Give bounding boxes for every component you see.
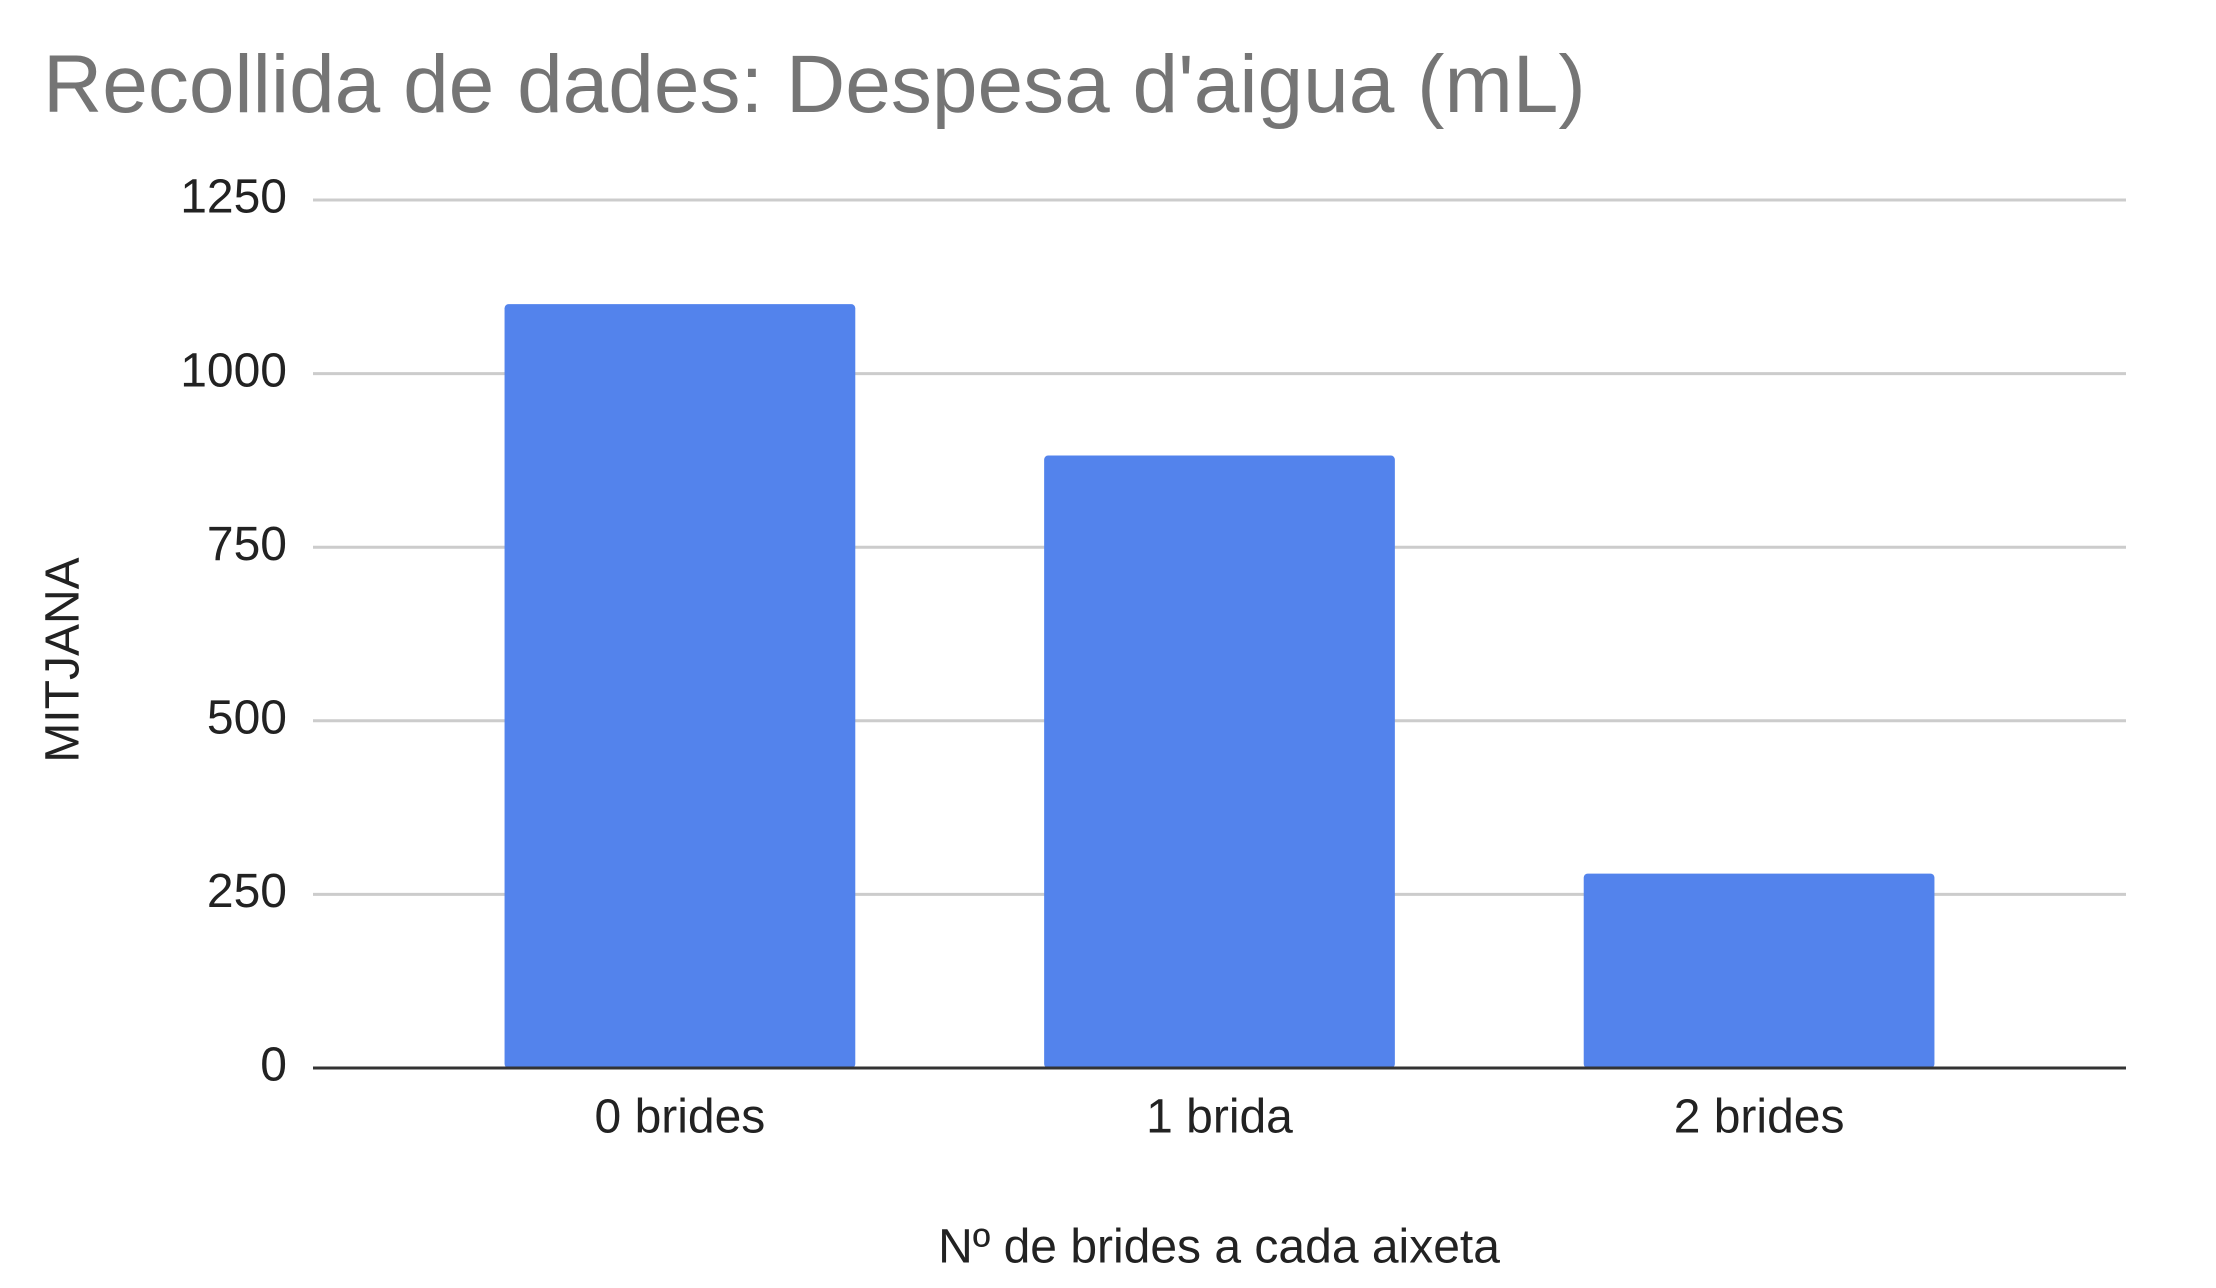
chart-title: Recollida de dades: Despesa d'aigua (mL) [43, 39, 1586, 130]
y-tick-label: 0 [260, 1039, 287, 1092]
y-axis-title: MITJANA [37, 557, 90, 762]
y-tick-label: 1250 [180, 171, 287, 224]
y-tick-label: 250 [207, 865, 287, 918]
y-tick-label: 500 [207, 691, 287, 744]
y-tick-label: 1000 [180, 344, 287, 397]
x-tick-label: 0 brides [595, 1091, 766, 1144]
x-tick-label: 2 brides [1674, 1091, 1845, 1144]
bar [1044, 455, 1395, 1069]
y-tick-label: 750 [207, 518, 287, 571]
x-tick-label: 1 brida [1146, 1091, 1293, 1144]
bar [1583, 873, 1935, 1068]
bar [504, 304, 856, 1068]
x-axis-title: Nº de brides a cada aixeta [938, 1221, 1500, 1274]
